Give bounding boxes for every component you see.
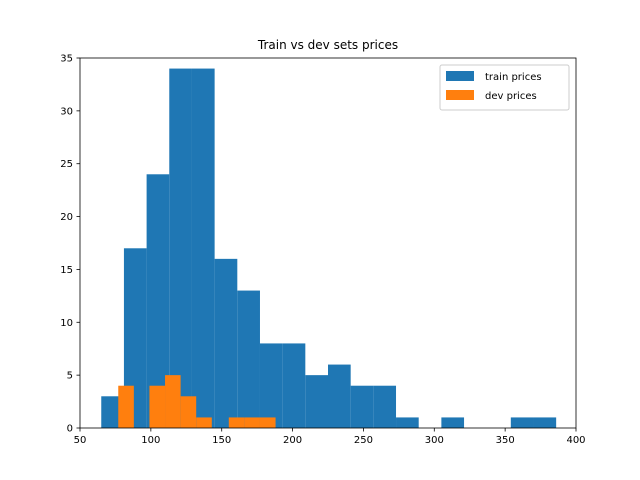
y-tick-label: 10 [60,318,73,329]
x-tick-label: 200 [283,435,302,446]
plot-frame [79,57,577,429]
y-tick-label: 0 [67,424,73,435]
bar-dev-0 [118,385,134,428]
legend-label-train: train prices [485,72,542,83]
y-tick-label: 15 [60,265,73,276]
legend-swatch-dev [446,90,474,100]
bar-train-9 [305,375,328,428]
legend: train prices dev prices [439,64,570,111]
bar-train-4 [191,68,215,429]
y-tick-label: 5 [67,371,73,382]
x-tick-label: 300 [425,435,444,446]
bar-dev-3 [180,396,197,428]
bars-layer [101,68,557,429]
bar-train-16 [533,417,557,428]
x-tick-label: 250 [354,435,373,446]
bar-dev-1 [149,385,166,428]
bar-train-8 [282,343,306,428]
bar-dev-5 [228,417,245,428]
bar-train-5 [214,258,238,428]
x-tick-label: 400 [566,435,585,446]
bar-dev-7 [259,417,276,428]
y-tick-label: 30 [60,106,73,117]
bar-dev-4 [196,417,212,428]
y-tick-label: 35 [60,54,73,65]
bar-train-3 [169,68,192,429]
x-axis: 50 100 150 200 250 300 350 400 [74,428,586,446]
bar-train-7 [259,343,283,428]
x-tick-label: 350 [496,435,515,446]
bar-train-2 [146,174,170,428]
bar-train-13 [396,417,419,428]
bar-train-12 [373,385,397,428]
legend-swatch-train [446,71,474,81]
bar-dev-6 [244,417,260,428]
x-tick-label: 150 [212,435,231,446]
y-tick-label: 25 [60,159,73,170]
chart-title: Train vs dev sets prices [257,38,398,52]
y-tick-label: 20 [60,212,73,223]
bar-train-14 [441,417,465,428]
bar-dev-2 [165,375,181,428]
bar-train-6 [237,290,260,428]
bar-train-11 [350,385,374,428]
legend-label-dev: dev prices [485,91,537,102]
bar-train-10 [328,364,351,428]
bar-train-1 [123,248,147,428]
bar-train-15 [510,417,534,428]
x-tick-label: 50 [74,435,87,446]
x-tick-label: 100 [141,435,160,446]
y-axis: 0 5 10 15 20 25 30 35 [60,54,80,435]
